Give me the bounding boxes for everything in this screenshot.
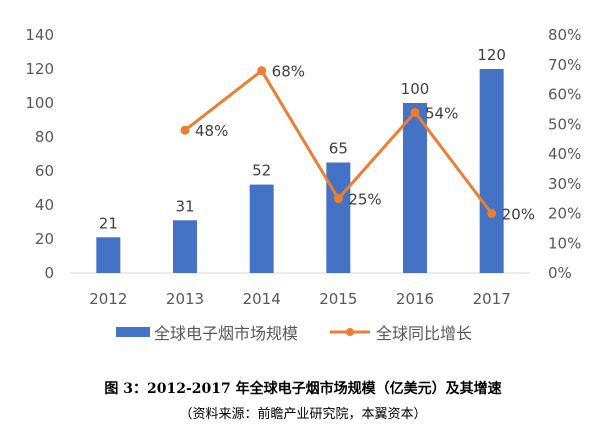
x-tick-label: 2013 [166,290,204,308]
growth-point [333,194,343,204]
bar [403,103,427,273]
right-tick-label: 20% [548,205,581,223]
x-tick-label: 2014 [243,290,281,308]
bar [173,220,197,273]
legend-line-label: 全球同比增长 [376,324,472,343]
left-tick-label: 140 [25,26,54,44]
right-tick-label: 60% [548,86,581,104]
bar-value-label: 100 [401,80,430,98]
bar-value-label: 65 [329,140,348,158]
bar-value-label: 52 [252,162,271,180]
bar-series [96,69,504,273]
legend-bar-swatch [116,327,150,337]
figure-source: （资料来源：前瞻产业研究院，本翼资本） [179,407,427,422]
left-tick-label: 0 [44,264,54,282]
left-tick-label: 60 [35,162,54,180]
growth-value-label: 68% [272,63,305,81]
left-axis-ticks: 0 20 40 60 80 100 120 140 [25,26,54,282]
bar-value-label: 120 [477,46,506,64]
combo-chart: 0 20 40 60 80 100 120 140 0% 10% 20% 30% 40% 50% 60% 7… [25,26,581,343]
left-tick-label: 100 [25,94,54,112]
left-tick-label: 40 [35,196,54,214]
bar-data-labels: 21 31 52 65 100 120 [99,46,506,232]
bar [249,184,274,273]
x-tick-label: 2012 [89,290,127,308]
left-tick-label: 20 [35,230,54,248]
right-tick-label: 70% [548,56,581,74]
bar [479,69,504,273]
x-tick-label: 2017 [473,290,511,308]
right-tick-label: 10% [548,234,581,252]
left-tick-label: 80 [35,128,54,146]
x-axis-ticks: 2012 2013 2014 2015 2016 2017 [89,290,511,308]
right-tick-label: 50% [548,115,581,133]
x-tick-label: 2015 [319,290,357,308]
growth-value-label: 48% [195,122,228,140]
growth-value-label: 54% [425,104,458,122]
right-axis-ticks: 0% 10% 20% 30% 40% 50% 60% 70% 80% [548,26,581,282]
bar [326,162,351,273]
x-tick-label: 2016 [396,290,434,308]
bar-value-label: 31 [175,197,194,215]
growth-value-label: 20% [502,206,535,224]
growth-point [257,66,267,76]
legend: 全球电子烟市场规模 全球同比增长 [116,324,472,343]
line-data-labels: 48% 68% 25% 54% 20% [195,63,535,224]
bar-value-label: 21 [99,214,118,232]
growth-point [487,209,497,218]
growth-point [180,125,190,135]
right-tick-label: 80% [548,26,581,44]
legend-bar-label: 全球电子烟市场规模 [154,324,298,343]
right-tick-label: 40% [548,145,581,163]
growth-point [410,107,420,117]
legend-line-marker [346,328,354,336]
figure-caption: 图 3：2012-2017 年全球电子烟市场规模（亿美元）及其增速 [104,381,502,397]
growth-value-label: 25% [348,191,381,209]
line-series [180,66,497,218]
right-tick-label: 0% [548,264,572,282]
left-tick-label: 120 [25,60,54,78]
bar [96,237,121,273]
right-tick-label: 30% [548,175,581,193]
